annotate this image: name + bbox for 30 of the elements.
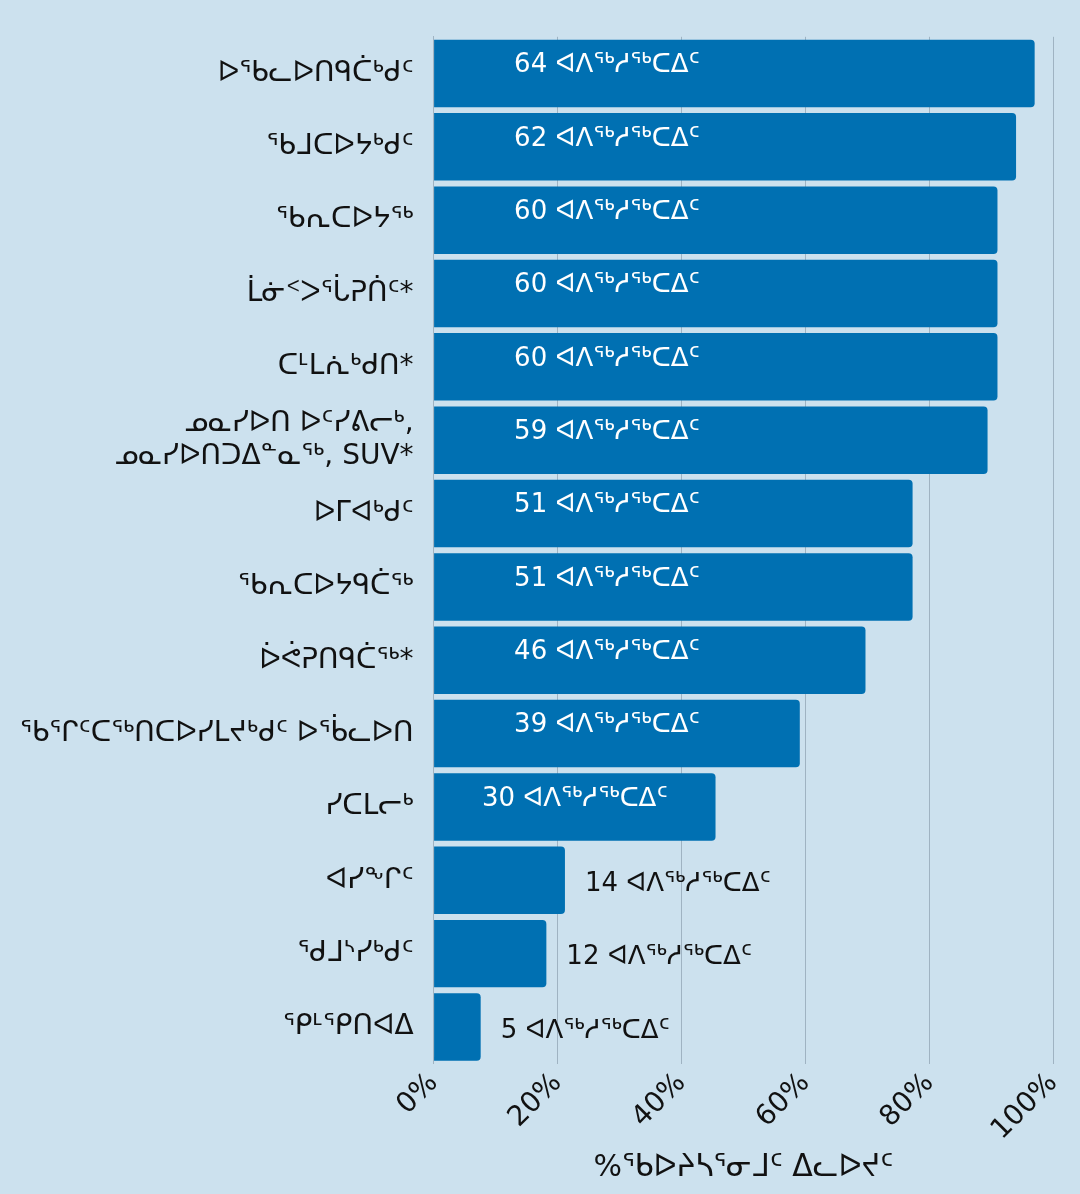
annotation: 60 ᐊᐱᖅᓱᖅᑕᐃᑦ (514, 194, 700, 225)
annotation: 59 ᐊᐱᖅᓱᖅᑕᐃᑦ (514, 414, 700, 445)
annotation: 30 ᐊᐱᖅᓱᖅᑕᐃᑦ (481, 781, 668, 812)
x-axis-title: %ᖃᐅᔨᓴᕐᓂᒧᑦ ᐃᓚᐅᔪᑦ (593, 1147, 894, 1183)
annotation: 62 ᐊᐱᖅᓱᖅᑕᐃᑦ (514, 121, 700, 152)
y-tick-label: ᐅᖃᓚᐅᑎᑫᑖᒃᑯᑦ (217, 54, 414, 88)
annotation: 51 ᐊᐱᖅᓱᖅᑕᐃᑦ (514, 561, 700, 592)
annotation: 60 ᐊᐱᖅᓱᖅᑕᐃᑦ (514, 341, 700, 372)
annotation: 5 ᐊᐱᖅᓱᖅᑕᐃᑦ (500, 1013, 670, 1044)
annotation: 51 ᐊᐱᖅᓱᖅᑕᐃᑦ (514, 488, 700, 519)
annotation: 46 ᐊᐱᖅᓱᖅᑕᐃᑦ (514, 634, 700, 665)
y-tick-label: ᖃᕆᑕᐅᔭᑫᑖᖅ (237, 568, 414, 602)
y-tick-label: ᐊᓯᖕᒋᑦ (325, 861, 414, 895)
annotation: 64 ᐊᐱᖅᓱᖅᑕᐃᑦ (514, 48, 700, 79)
y-tick-label: ᖃᕆᑕᐅᔭᖅ (275, 201, 414, 235)
y-tick-label: ᐅᒥᐊᒃᑯᑦ (313, 494, 414, 528)
y-tick-label: ᐆᕚᕈᑎᑫᑖᖅ* (259, 640, 414, 675)
annotation: 60 ᐊᐱᖅᓱᖅᑕᐃᑦ (514, 268, 700, 299)
y-tick-label: ᒫᓃᑉᐳᕐᒑᕈᑏᑦ* (246, 273, 414, 308)
y-tick-label: ᑕᒻᒪᕇᒃᑯᑎ* (277, 348, 414, 382)
y-tick-label: ᕿᒻᕿᑎᐊᐃ (282, 1008, 414, 1042)
annotation: 39 ᐊᐱᖅᓱᖅᑕᐃᑦ (514, 708, 700, 739)
x-tick-label: 0% (388, 1065, 444, 1121)
y-tick-label: ᖁᒧᔅᓯᒃᑯᑦ (297, 934, 414, 968)
y-tick-label: ᖃᒧᑕᐅᔭᒃᑯᑦ (266, 128, 414, 162)
annotation: 12 ᐊᐱᖅᓱᖅᑕᐃᑦ (566, 940, 753, 971)
y-tick-label: ᓄᓇᓯᐅᑎ ᐅᑦᓯᕕᓕᒃ, ᓄᓇᓯᐅᑎᑐᐃᓐᓇᖅ, SUV* (114, 404, 414, 472)
y-tick-label: ᓯᑕᒪᓕᒃ (325, 788, 414, 822)
y-tick-label: ᖃᕐᒋᑦᑕᖅᑎᑕᐅᓯᒪᔪᒃᑯᑦ ᐅᖄᓚᐅᑎ (19, 713, 414, 748)
annotation: 14 ᐊᐱᖅᓱᖅᑕᐃᑦ (584, 867, 771, 898)
